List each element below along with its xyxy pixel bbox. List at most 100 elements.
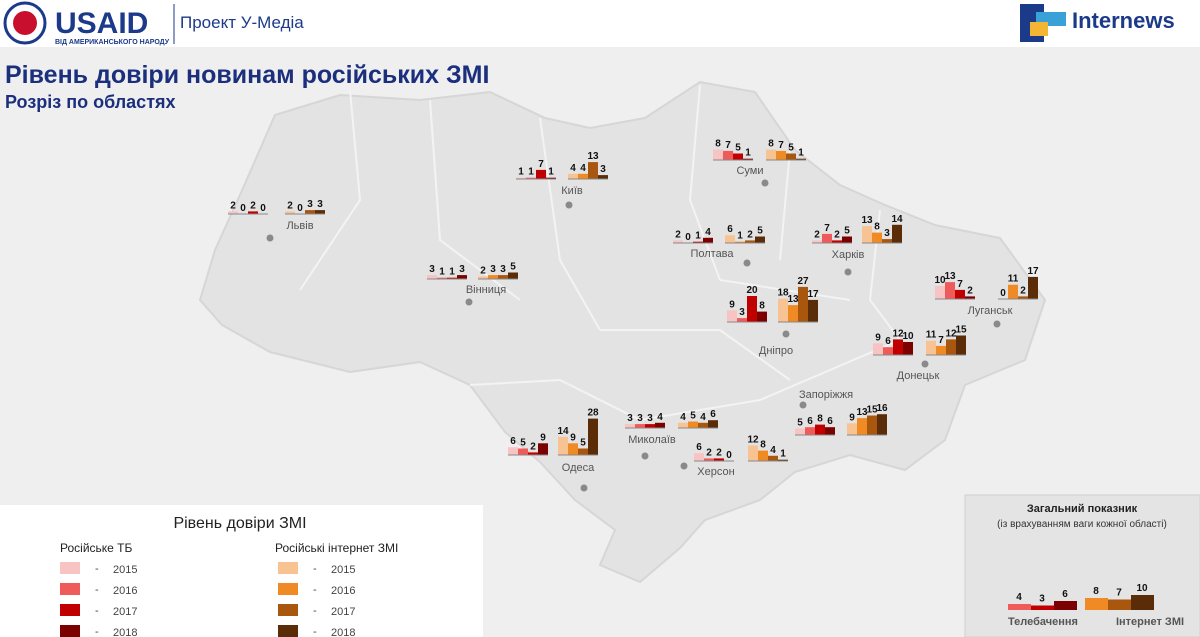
value-label: 6 (696, 442, 702, 453)
city-dot (844, 268, 852, 276)
tv-bar (518, 448, 528, 455)
value-label: 5 (788, 143, 794, 154)
overall-tv-bar (1008, 604, 1031, 610)
ukraine-map (198, 80, 1047, 584)
legend-swatch (60, 562, 80, 574)
value-label: 2 (706, 447, 712, 458)
city-dot (993, 320, 1001, 328)
value-label: 4 (680, 412, 686, 423)
value-label: 1 (548, 167, 554, 178)
value-label: 2 (230, 200, 236, 211)
value-label: 8 (768, 139, 774, 150)
value-label: 7 (938, 335, 944, 346)
value-label: 2 (834, 229, 840, 240)
city-dot (465, 298, 473, 306)
value-label: 2 (287, 200, 293, 211)
value-label: 4 (580, 163, 586, 174)
oblast-borders (299, 84, 901, 421)
value-label: 2 (747, 229, 753, 240)
tv-bar (893, 339, 903, 355)
value-label: 1 (780, 449, 786, 460)
value-label: 2 (967, 285, 973, 296)
value-label: 13 (944, 271, 956, 282)
tv-bar (737, 318, 747, 322)
tv-bar (945, 282, 955, 299)
value-label: 7 (778, 140, 784, 151)
value-label: 2 (716, 447, 722, 458)
internet-bar (758, 450, 768, 461)
value-label: 11 (926, 330, 937, 341)
internet-bar (882, 239, 892, 243)
internet-bar (498, 275, 508, 279)
value-label: 5 (844, 226, 850, 237)
legend-dash: - (95, 605, 99, 617)
tv-bar (805, 427, 815, 435)
overall-internet-bar (1131, 595, 1154, 610)
legend-year: 2018 (113, 627, 137, 637)
tv-bar (822, 233, 832, 243)
value-label: 1 (737, 231, 743, 242)
internet-bar (598, 175, 608, 179)
tv-bar (955, 289, 965, 299)
internews-logo: Internews (1072, 8, 1175, 33)
tv-bar (713, 149, 723, 160)
tv-bar (965, 296, 975, 299)
value-label: 6 (710, 409, 716, 420)
value-label: 3 (600, 164, 606, 175)
tv-bar (248, 211, 258, 214)
tv-bar (935, 286, 945, 299)
tv-bar (427, 275, 437, 279)
value-label: 1 (695, 231, 701, 242)
internet-bar (708, 420, 718, 428)
internet-bar (778, 459, 788, 461)
tv-bar (625, 424, 635, 428)
tv-bar (673, 240, 683, 243)
internet-bar (776, 150, 786, 160)
value-label: 4 (700, 412, 706, 423)
usaid-seal-inner (13, 11, 37, 35)
tv-bar (645, 424, 655, 428)
value-label: 5 (735, 143, 741, 154)
usaid-tagline: ВІД АМЕРИКАНСЬКОГО НАРОДУ (55, 39, 170, 46)
tv-bar (812, 240, 822, 243)
legend-year: 2016 (331, 585, 355, 597)
tv-bar (447, 277, 457, 279)
internet-bar (588, 162, 598, 179)
page-title: Рівень довіри новинам російських ЗМІ (5, 61, 489, 89)
value-label: 8 (817, 414, 823, 425)
value-label: 12 (747, 434, 759, 445)
value-label: 7 (824, 223, 830, 234)
project-name: Проект У-Медіа (180, 13, 304, 32)
value-label: 5 (510, 262, 516, 273)
value-label: 4 (1016, 592, 1022, 603)
legend-dash: - (95, 626, 99, 637)
value-label: 1 (745, 148, 751, 159)
legend-year: 2017 (331, 606, 355, 618)
overall-title: Загальний показник (1027, 503, 1138, 515)
internet-bar (698, 422, 708, 428)
overall-box (964, 494, 1200, 637)
value-label: 8 (874, 222, 880, 233)
value-label: 6 (727, 224, 733, 235)
value-label: 3 (307, 199, 313, 210)
tv-bar (883, 347, 893, 355)
tv-bar (703, 237, 713, 243)
tv-bar (516, 177, 526, 179)
value-label: 12 (892, 328, 904, 339)
tv-bar (795, 428, 805, 435)
legend-swatch (60, 604, 80, 616)
city-label: Львів (286, 220, 313, 232)
city-label: Миколаїв (628, 434, 676, 446)
value-label: 18 (777, 288, 789, 299)
value-label: 3 (1039, 594, 1045, 605)
value-label: 17 (807, 289, 819, 300)
city-label: Луганськ (968, 305, 1013, 317)
value-label: 5 (690, 411, 696, 422)
value-label: 0 (297, 203, 303, 214)
internet-bar (678, 422, 688, 428)
value-label: 5 (757, 226, 763, 237)
value-label: 2 (530, 441, 536, 452)
tv-bar (832, 240, 842, 243)
